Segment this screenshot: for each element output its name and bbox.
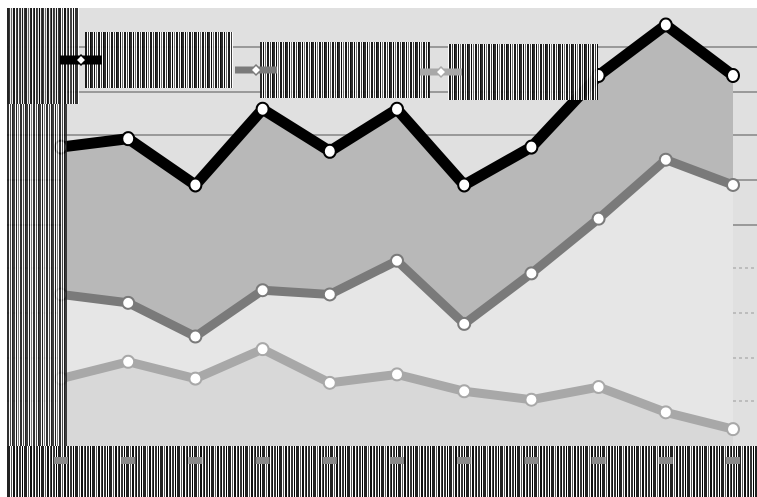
axis-label-strips <box>7 8 757 497</box>
data-point <box>322 143 337 159</box>
data-point <box>658 405 673 420</box>
data-point <box>658 17 673 33</box>
legend-label-1 <box>85 32 233 88</box>
data-point <box>726 422 740 437</box>
x-tick-mark <box>658 457 673 464</box>
x-tick-mark <box>457 457 472 464</box>
data-point <box>322 375 337 390</box>
data-point <box>591 380 606 395</box>
series-areas <box>61 25 733 446</box>
x-tick-mark <box>322 457 337 464</box>
data-point <box>591 211 606 226</box>
x-tick-mark <box>524 457 539 464</box>
data-point <box>255 283 270 298</box>
x-axis-label-strip <box>7 446 757 497</box>
x-tick-mark <box>54 457 68 464</box>
data-point <box>322 287 337 302</box>
x-tick-mark <box>591 457 606 464</box>
legend-marker-3 <box>434 65 448 79</box>
data-point <box>457 177 472 193</box>
data-point <box>188 177 203 193</box>
data-point <box>726 177 740 192</box>
legend-label-3 <box>448 44 598 100</box>
data-point <box>390 367 404 382</box>
x-tick-mark <box>255 457 270 464</box>
legend <box>60 32 598 100</box>
data-point <box>390 101 404 117</box>
legend-label-2 <box>260 42 430 98</box>
data-point <box>188 329 203 344</box>
x-tick-mark <box>121 457 136 464</box>
data-point <box>121 354 136 369</box>
data-point <box>390 253 404 268</box>
data-point <box>658 152 673 167</box>
x-tick-mark <box>188 457 203 464</box>
data-point <box>121 295 136 310</box>
data-point <box>457 316 472 331</box>
data-point <box>726 68 740 84</box>
x-axis-ticks <box>54 457 740 464</box>
x-tick-mark <box>390 457 404 464</box>
series-area-3 <box>61 349 733 446</box>
data-point <box>255 101 270 117</box>
data-point <box>524 266 539 281</box>
data-point <box>255 342 270 357</box>
data-point <box>121 131 136 147</box>
legend-marker-1 <box>74 53 88 67</box>
data-point <box>457 384 472 399</box>
legend-marker-2 <box>249 63 263 77</box>
data-point <box>524 139 539 155</box>
x-tick-mark <box>726 457 740 464</box>
data-point <box>188 371 203 386</box>
data-point <box>524 392 539 407</box>
